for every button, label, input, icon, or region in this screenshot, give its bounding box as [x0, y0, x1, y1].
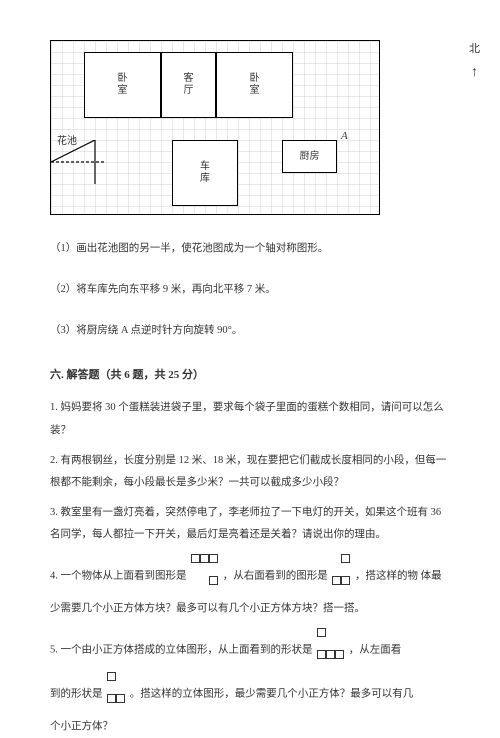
kitchen: 厨房 [282, 140, 337, 173]
p4-text-a: 4. 一个物体从上面看到图形是 [50, 570, 187, 581]
p5-text-a: 5. 一个由小正方体搭成的立体图形，从上面看到的形状是 [50, 644, 313, 655]
problem-2: 2. 有两根钢丝，长度分别是 12 米、18 米，现在要把它们截成长度相同的小段… [50, 450, 450, 494]
p5-top-view-shape-icon [317, 628, 344, 672]
p5-text-d: 。搭这样的立体图形，最少需要几个小正方体？最多可以有几 [130, 688, 414, 699]
north-arrow-icon: ↑ [469, 60, 480, 85]
north-label: 北 [469, 43, 480, 55]
question-3: （3）将厨房绕 A 点逆时针方向旋转 90°。 [50, 322, 450, 341]
flowerbed-triangle [51, 140, 106, 184]
p5-text-c: 到的形状是 [50, 688, 103, 699]
question-1: （1）画出花池图的另一半，使花池图成为一个轴对称图形。 [50, 240, 450, 259]
living-room: 客 厅 [161, 52, 216, 118]
bedroom-1: 卧 室 [84, 52, 161, 118]
problem-4: 4. 一个物体从上面看到图形是 ，从右面看到的图形是 ，搭这样的物 体最少需要几… [50, 554, 450, 620]
grid-area: 卧 室 客 厅 卧 室 车 库 厨房 A 花池 [50, 40, 380, 215]
p5-text-b: ，从左面看 [349, 644, 402, 655]
top-view-shape-icon [191, 554, 218, 598]
bedroom-2: 卧 室 [216, 52, 293, 118]
section-6-title: 六. 解答题（共 6 题，共 25 分） [50, 366, 450, 386]
problem-3: 3. 教室里有一盏灯亮着，突然停电了，李老师拉了一下电灯的开关，如果这个班有 3… [50, 502, 450, 546]
problem-1: 1. 妈妈要将 30 个蛋糕装进袋子里，要求每个袋子里面的蛋糕个数相同，请问可以… [50, 397, 450, 441]
problem-5: 5. 一个由小正方体搭成的立体图形，从上面看到的形状是 ，从左面看 到的形状是 … [50, 628, 450, 738]
right-view-shape-icon [332, 554, 350, 598]
p4-text-c: ，搭这样的物 [355, 570, 418, 581]
floor-plan-diagram: 卧 室 客 厅 卧 室 车 库 厨房 A 花池 北 ↑ [50, 40, 450, 215]
point-a-label: A [341, 127, 348, 147]
north-indicator: 北 ↑ [469, 40, 480, 85]
p5-left-view-shape-icon [107, 672, 125, 716]
garage: 车 库 [172, 140, 238, 206]
question-2: （2）将车库先向东平移 9 米，再向北平移 7 米。 [50, 281, 450, 300]
p5-text-e: 个小正方体？ [50, 721, 113, 732]
p4-text-b: ，从右面看到的图形是 [223, 570, 328, 581]
